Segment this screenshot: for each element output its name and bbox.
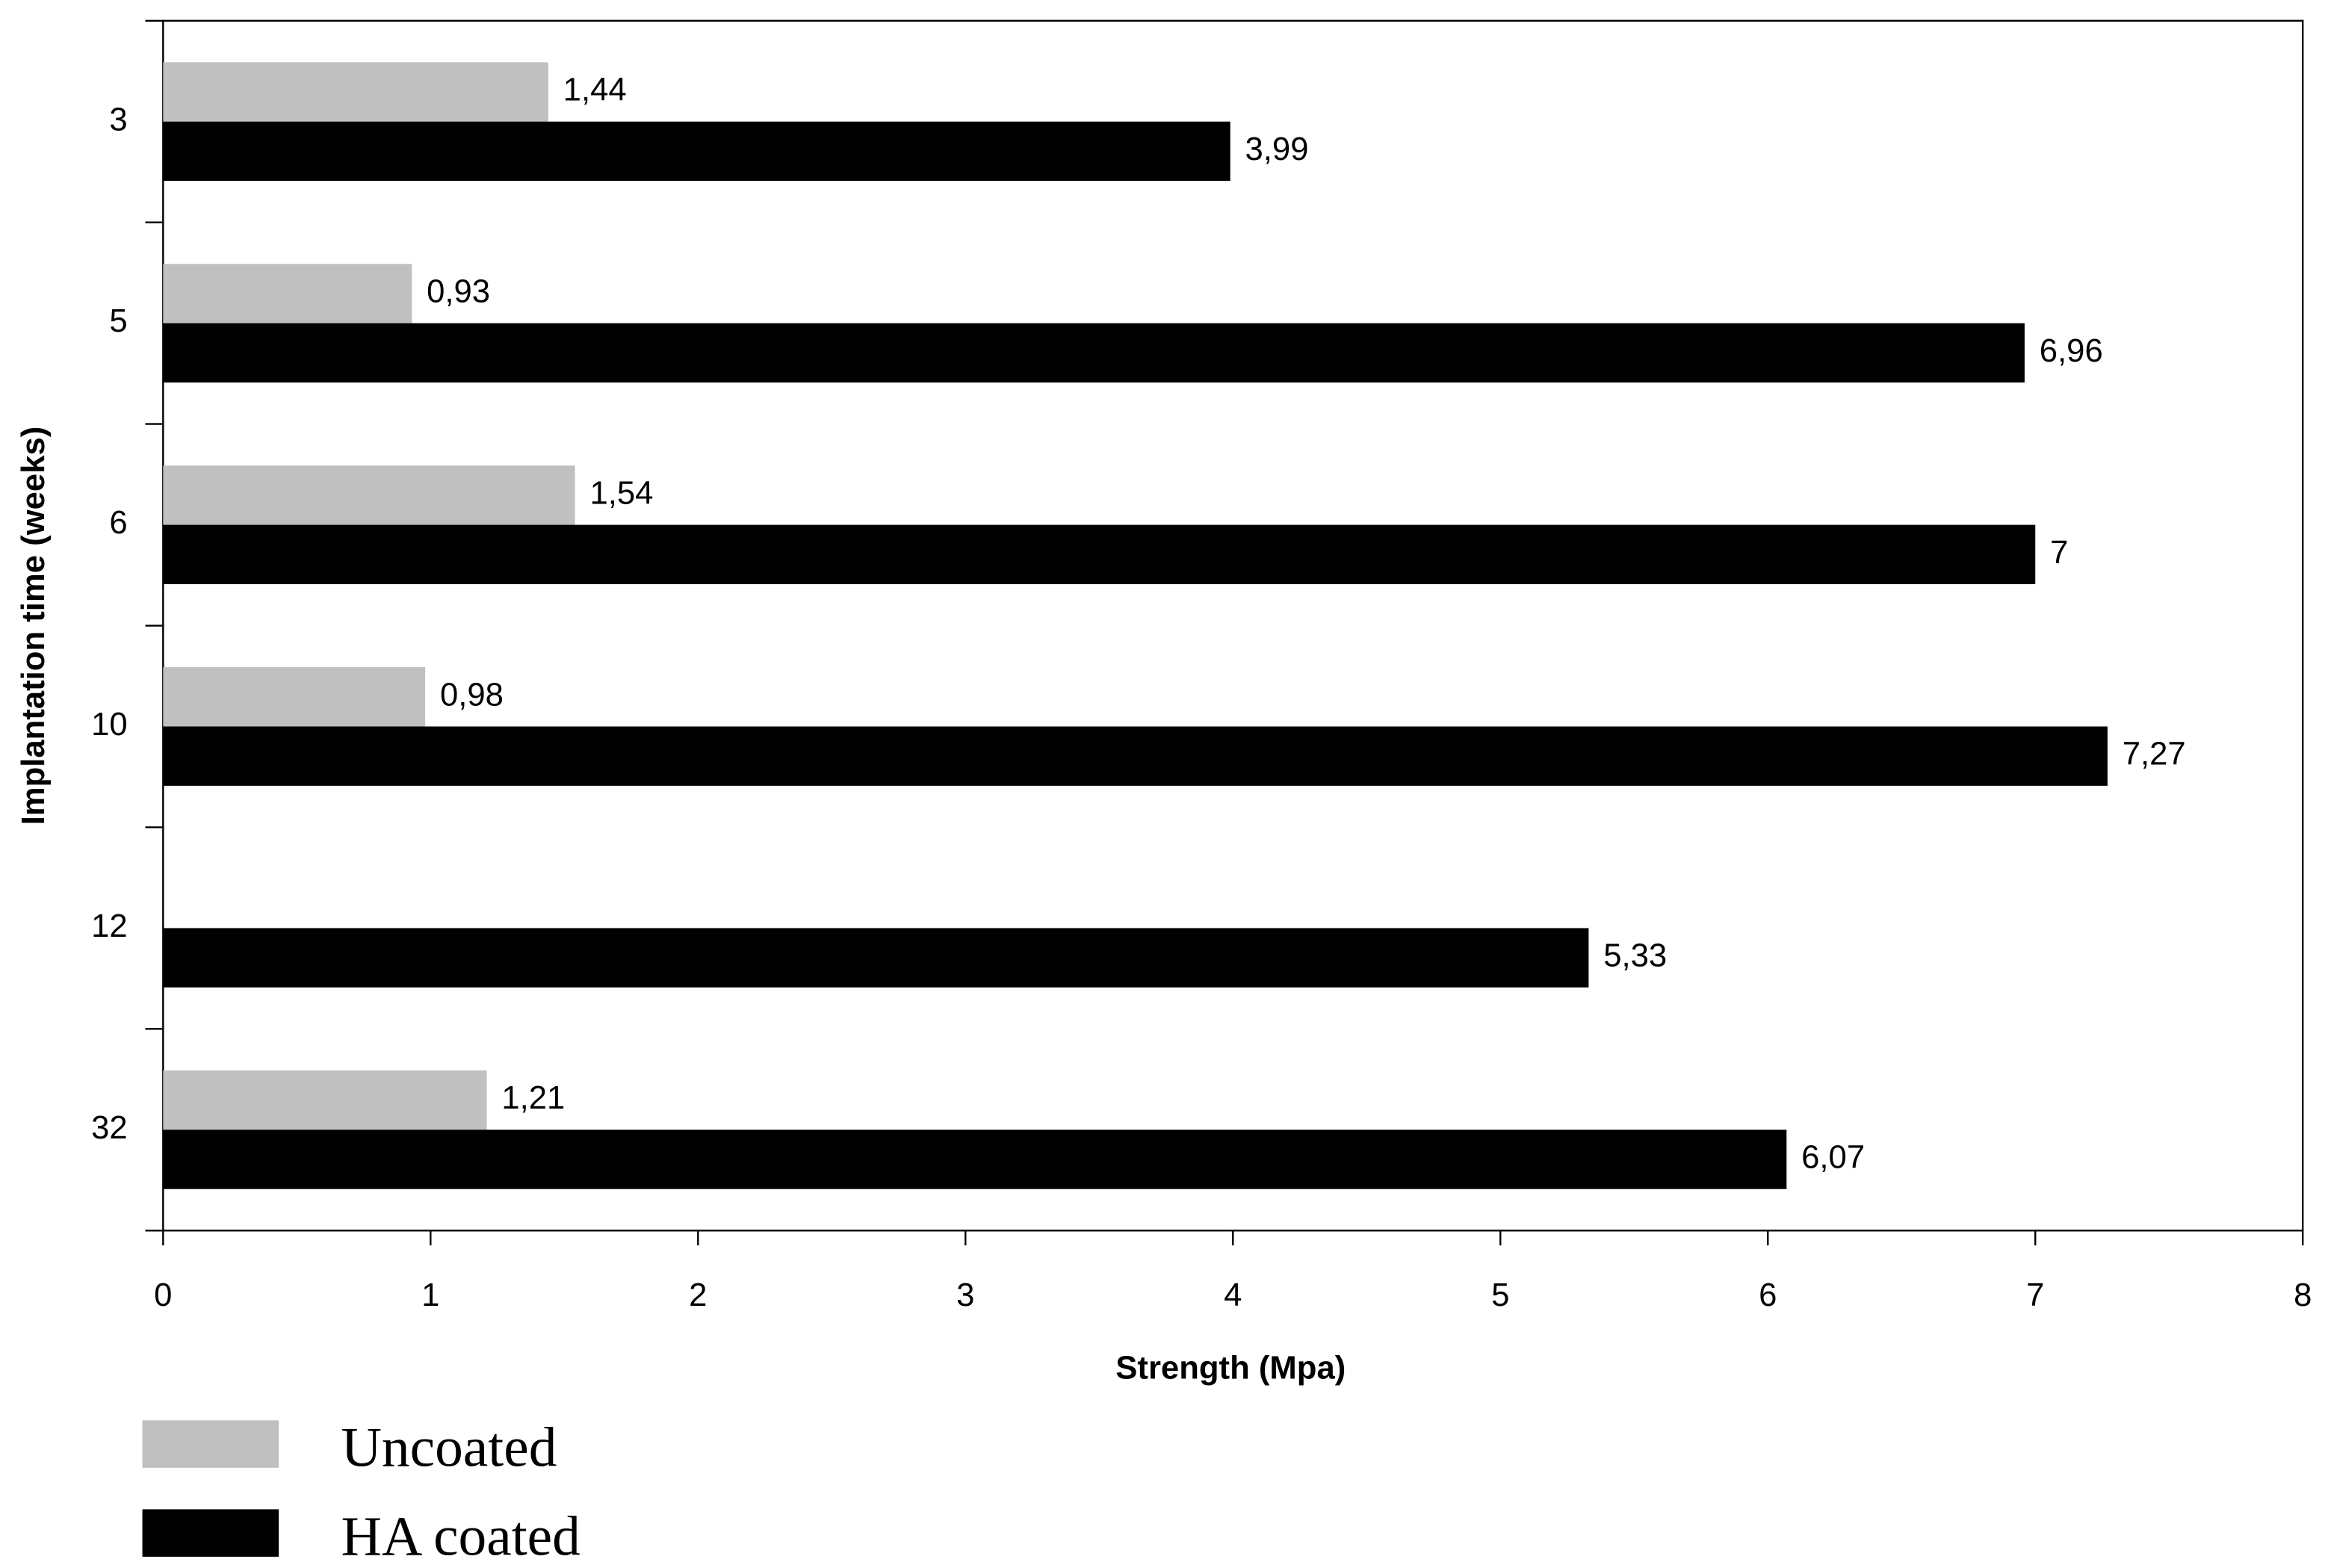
- plot-frame: [162, 19, 2304, 1232]
- legend-swatch: [142, 1420, 279, 1468]
- legend-swatch: [142, 1509, 279, 1557]
- y-tick-label: 5: [109, 303, 127, 339]
- value-label: 0,98: [440, 676, 504, 713]
- value-label: 6,07: [1801, 1139, 1865, 1176]
- x-tick-label: 6: [1759, 1277, 1777, 1313]
- value-label: 3,99: [1245, 131, 1309, 167]
- x-tick-label: 2: [689, 1277, 707, 1313]
- y-tick-label: 32: [91, 1109, 128, 1146]
- bar: [163, 121, 1230, 182]
- value-label: 5,33: [1603, 938, 1667, 974]
- x-tick-label: 0: [154, 1277, 172, 1313]
- value-label: 7: [2050, 534, 2068, 571]
- legend-label: Uncoated: [341, 1416, 557, 1478]
- x-tick-label: 1: [421, 1277, 439, 1313]
- bar: [163, 264, 412, 323]
- value-label: 0,93: [427, 273, 490, 309]
- x-tick-label: 5: [1491, 1277, 1509, 1313]
- x-axis-label: Strength (Mpa): [1115, 1349, 1346, 1386]
- y-tick-label: 10: [91, 706, 128, 743]
- bar: [163, 726, 2108, 786]
- bar: [163, 667, 426, 727]
- y-tick-label: 12: [91, 908, 128, 944]
- x-tick-label: 8: [2294, 1277, 2312, 1313]
- x-tick-label: 7: [2026, 1277, 2044, 1313]
- value-label: 1,21: [501, 1079, 565, 1116]
- bar: [163, 323, 2025, 383]
- legend-label: HA coated: [341, 1505, 580, 1567]
- bar: [163, 524, 2036, 584]
- value-label: 1,54: [589, 474, 653, 511]
- bar: [163, 1070, 487, 1130]
- x-tick-label: 4: [1224, 1277, 1242, 1313]
- y-tick-label: 3: [109, 101, 127, 137]
- value-label: 1,44: [563, 72, 627, 108]
- bar: [163, 465, 575, 525]
- y-tick-label: 6: [109, 504, 127, 541]
- bar: [163, 1129, 1787, 1189]
- bar: [163, 62, 548, 122]
- y-axis-label: Implantation time (weeks): [15, 427, 52, 825]
- value-label: 6,96: [2040, 332, 2103, 369]
- value-label: 7,27: [2123, 736, 2186, 772]
- x-tick-label: 3: [956, 1277, 974, 1313]
- bar: [163, 928, 1589, 988]
